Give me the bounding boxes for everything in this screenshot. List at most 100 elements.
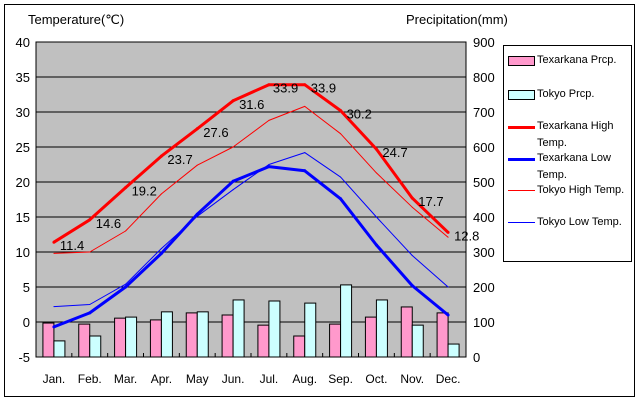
category-label: Oct. <box>365 372 387 386</box>
tokyo-low-point <box>411 255 413 256</box>
tokyo-low-point <box>53 306 55 308</box>
texarkana-low-point <box>339 197 343 201</box>
tokyo-prcp-bar <box>375 299 388 358</box>
tokyo-high-point <box>125 230 127 232</box>
texarkana-low-point <box>303 169 307 173</box>
left-tick-label: 10 <box>16 245 30 260</box>
texarkana-high-point <box>303 83 307 87</box>
legend-label: Texarkana Prcp. <box>537 54 617 66</box>
texarkana-prcp-bar <box>114 317 127 358</box>
tokyo-prcp-bar <box>89 335 102 358</box>
category-label: Jan. <box>43 372 66 386</box>
texarkana-high-point <box>88 218 92 222</box>
legend-swatch-line <box>508 222 535 223</box>
legend-item: Tokyo Low Temp. <box>508 216 629 231</box>
right-tick-label: 200 <box>473 280 495 295</box>
left-tick-label: 5 <box>23 280 30 295</box>
tokyo-high-point <box>232 146 234 148</box>
x-axis-ticks <box>71 353 431 357</box>
legend-item: Texarkana Low Temp. <box>508 152 629 184</box>
texarkana-low-point <box>195 212 199 216</box>
temperature-lines <box>52 83 450 329</box>
legend-label: Texarkana Low Temp. <box>537 152 611 181</box>
tokyo-prcp-bar <box>304 302 317 358</box>
texarkana-prcp-bar <box>221 314 234 358</box>
legend-swatch-box <box>508 90 535 100</box>
tokyo-high-point <box>375 172 377 174</box>
category-label: Dec. <box>436 372 461 386</box>
texarkana-prcp-bar <box>436 312 449 358</box>
legend-swatch-line <box>508 158 535 161</box>
tokyo-low-point <box>375 216 377 218</box>
left-tick-label: -5 <box>18 350 30 365</box>
texarkana-high-point <box>410 196 414 200</box>
right-tick-label: 400 <box>473 210 495 225</box>
tokyo-high-point <box>268 119 270 121</box>
legend-item: Tokyo High Temp. <box>508 184 629 199</box>
texarkana-prcp-bar <box>400 306 413 358</box>
texarkana-low-point <box>374 243 378 247</box>
texarkana-prcp-bar <box>149 319 162 358</box>
texarkana-high-line <box>53 83 450 244</box>
texarkana-high-point <box>374 147 378 151</box>
right-tick-label: 800 <box>473 70 495 85</box>
tokyo-high-point <box>196 164 198 166</box>
right-tick-label: 900 <box>473 35 495 50</box>
left-tick-label: 35 <box>16 70 30 85</box>
category-label: May <box>186 372 209 386</box>
legend-item: Texarkana High Temp. <box>508 120 629 152</box>
tokyo-prcp-bar <box>268 300 281 358</box>
texarkana-low-point <box>231 179 235 183</box>
texarkana-prcp-bar <box>257 324 270 358</box>
texarkana-low-point <box>124 285 128 289</box>
data-labels: 11.4 14.6 19.2 23.7 27.6 31.6 33.9 33.9 30.2 24.7… <box>60 81 479 254</box>
tokyo-high-point <box>340 133 342 135</box>
tokyo-prcp-bar <box>196 311 209 358</box>
tokyo-prcp-bar <box>53 340 66 358</box>
tokyo-low-point <box>89 304 91 305</box>
texarkana-low-point <box>52 325 56 329</box>
category-label: Jun. <box>222 372 245 386</box>
left-tick-label: 20 <box>16 175 30 190</box>
plot-area <box>35 41 467 358</box>
category-label: Mar. <box>114 372 137 386</box>
tokyo-prcp-bar <box>160 311 173 358</box>
tokyo-prcp-bar <box>447 343 460 358</box>
category-label: Apr. <box>151 372 172 386</box>
data-label: 11.4 <box>60 238 84 253</box>
texarkana-prcp-bar <box>42 322 55 358</box>
tokyo-low-line <box>53 152 449 308</box>
data-label: 33.9 <box>311 81 336 96</box>
left-tick-label: 15 <box>16 210 30 225</box>
right-tick-label: 0 <box>473 350 480 365</box>
category-label: Sep. <box>328 372 353 386</box>
left-tick-label: 30 <box>16 105 30 120</box>
data-label: 19.2 <box>132 184 157 199</box>
legend-label: Texarkana High Temp. <box>537 120 614 149</box>
category-label: Aug. <box>292 372 317 386</box>
x-axis-category-labels: Jan. Feb. Mar. Apr. May Jun. Jul. Aug. Sep. Oct. N… <box>43 372 461 386</box>
tokyo-low-point <box>447 286 449 288</box>
right-tick-label: 700 <box>473 105 495 120</box>
left-tick-label: 40 <box>16 35 30 50</box>
right-axis-tick-labels: 900 800 700 600 500 400 300 200 100 0 <box>473 35 495 365</box>
texarkana-prcp-bar <box>185 312 198 358</box>
left-axis-title: Temperature(℃) <box>28 12 124 27</box>
legend-label: Tokyo High Temp. <box>537 184 625 196</box>
left-tick-label: 25 <box>16 140 30 155</box>
texarkana-prcp-bar <box>78 323 91 358</box>
data-label: 24.7 <box>382 145 407 160</box>
tokyo-prcp-bar <box>232 299 245 358</box>
tokyo-prcp-bar <box>411 324 424 358</box>
legend-swatch-line <box>508 126 535 129</box>
legend-label: Tokyo Prcp. <box>537 88 595 100</box>
texarkana-prcp-bar <box>293 335 306 358</box>
left-tick-label: 0 <box>23 315 30 330</box>
texarkana-high-point <box>124 186 128 190</box>
texarkana-low-point <box>88 311 92 315</box>
texarkana-prcp-bar <box>329 323 342 358</box>
tokyo-prcp-bar <box>340 284 353 358</box>
texarkana-high-point <box>267 83 271 87</box>
data-label: 14.6 <box>96 216 121 231</box>
